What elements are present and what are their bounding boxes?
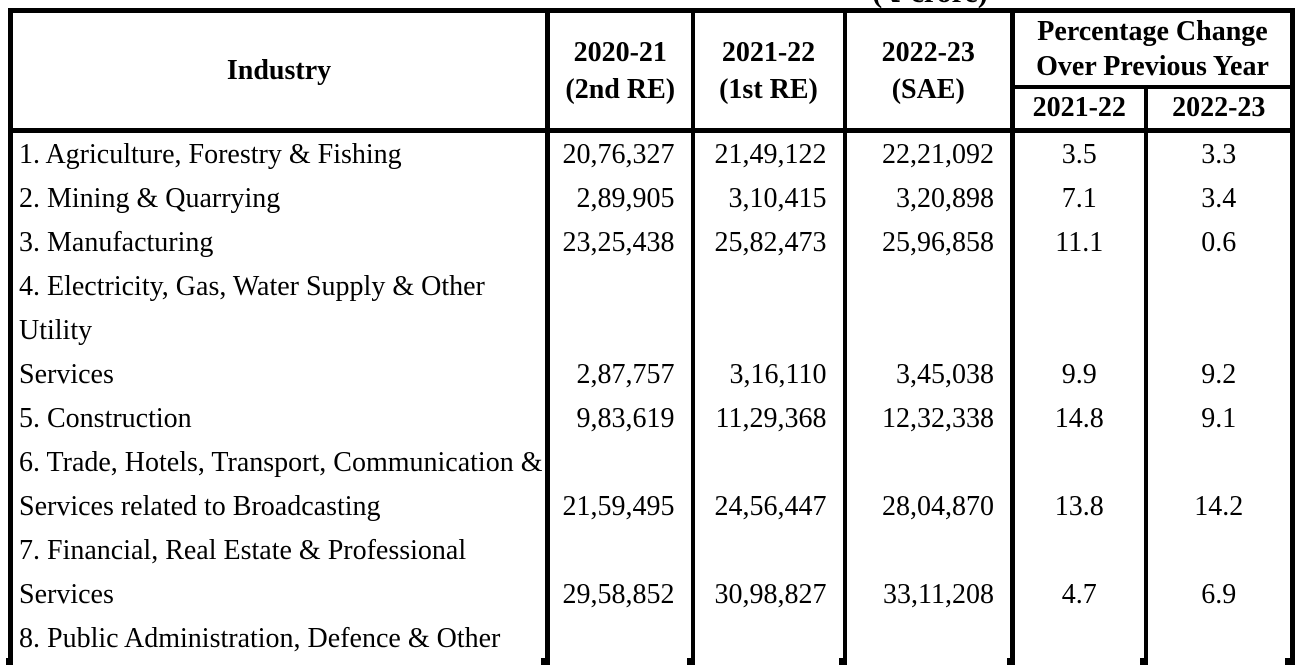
value-cell: 30,98,827 [690,529,845,617]
industry-cell: 1. Agriculture, Forestry & Fishing [19,139,402,170]
col-header-pct-2022-23: 2022-23 [1143,86,1293,133]
pct-cell: 9.2 [1143,265,1293,397]
table-continuation-stub [6,658,11,665]
table-row: 5. Construction 9,83,619 11,29,368 12,32… [11,397,1293,441]
value-cell: 9,83,619 [545,397,693,441]
value-cell: 2,87,757 [545,265,693,397]
pct-cell: 9.7 [1010,617,1146,665]
value-cell: 23,25,438 [545,221,693,265]
table-row: 1. Agriculture, Forestry & Fishing 20,76… [11,130,1293,177]
value-cell: 33,11,208 [842,529,1013,617]
pct-cell: 6.9 [1143,529,1293,617]
table-continuation-stub [1285,658,1290,665]
value-cell: 24,56,447 [690,441,845,529]
pct-cell: 3.5 [1010,130,1146,177]
value-cell: 12,32,338 [842,397,1013,441]
value-cell: 21,49,122 [690,130,845,177]
unit-label: (₹ crore) [800,0,1060,9]
value-cell: 3,16,110 [690,265,845,397]
industry-cell: 5. Construction [19,403,192,434]
value-cell: 2,89,905 [545,177,693,221]
table-continuation-stub [1140,658,1145,665]
value-cell: 25,96,858 [842,221,1013,265]
pct-cell: 9.9 [1010,265,1146,397]
value-cell: 18,80,292 [842,617,1013,665]
value-cell: 3,10,415 [690,177,845,221]
gva-table: Industry 2020-21 (2nd RE) 2021-22 (1st R… [8,8,1296,665]
table-row: 6. Trade, Hotels, Transport, Communicati… [11,441,1293,529]
value-cell: 3,20,898 [842,177,1013,221]
col-header-2020-21: 2020-21 (2nd RE) [545,10,693,133]
col-header-2022-23: 2022-23 (SAE) [842,10,1013,133]
table-header: Industry 2020-21 (2nd RE) 2021-22 (1st R… [10,10,1293,133]
industry-cell: 4. Electricity, Gas, Water Supply & Othe… [19,271,485,390]
table-row: 2. Mining & Quarrying 2,89,905 3,10,415 … [11,177,1293,221]
table-row: 4. Electricity, Gas, Water Supply & Othe… [11,265,1293,397]
value-cell: 25,82,473 [690,221,845,265]
col-header-percentage-change: Percentage Change Over Previous Year [1009,10,1293,89]
table-row: 8. Public Administration, Defence & Othe… [11,617,1293,665]
table-body: 1. Agriculture, Forestry & Fishing 20,76… [11,130,1293,665]
pct-cell: 9.1 [1143,397,1293,441]
col-header-pct-2021-22: 2021-22 [1010,86,1146,133]
value-cell: 28,04,870 [842,441,1013,529]
value-cell: 17,55,263 [690,617,845,665]
value-cell: 29,58,852 [545,529,693,617]
pct-cell: 14.2 [1143,441,1293,529]
col-header-industry: Industry [10,10,548,133]
value-cell: 3,45,038 [842,265,1013,397]
pct-cell: 3.4 [1143,177,1293,221]
pct-cell: 13.8 [1010,441,1146,529]
industry-cell: 2. Mining & Quarrying [19,183,281,214]
value-cell: 21,59,495 [545,441,693,529]
industry-cell: 3. Manufacturing [19,227,214,258]
value-cell: 11,29,368 [690,397,845,441]
table-continuation-stub [839,658,844,665]
table-row: 7. Financial, Real Estate & Professional… [11,529,1293,617]
pct-cell: 0.6 [1143,221,1293,265]
pct-cell: 3.3 [1143,130,1293,177]
pct-cell: 7.1 [1143,617,1293,665]
industry-cell: 7. Financial, Real Estate & Professional… [19,535,467,610]
col-header-2021-22: 2021-22 (1st RE) [690,10,845,133]
industry-cell: 6. Trade, Hotels, Transport, Communicati… [19,447,543,522]
pct-cell: 4.7 [1010,529,1146,617]
value-cell: 20,76,327 [545,130,693,177]
table-continuation-stub [541,658,546,665]
value-cell: 16,00,090 [545,617,693,665]
pct-cell: 14.8 [1010,397,1146,441]
pct-cell: 7.1 [1010,177,1146,221]
table-row: 3. Manufacturing 23,25,438 25,82,473 25,… [11,221,1293,265]
table-continuation-stub [687,658,692,665]
value-cell: 22,21,092 [842,130,1013,177]
industry-cell: 8. Public Administration, Defence & Othe… [19,623,501,654]
pct-cell: 11.1 [1010,221,1146,265]
table-continuation-stub [1007,658,1012,665]
